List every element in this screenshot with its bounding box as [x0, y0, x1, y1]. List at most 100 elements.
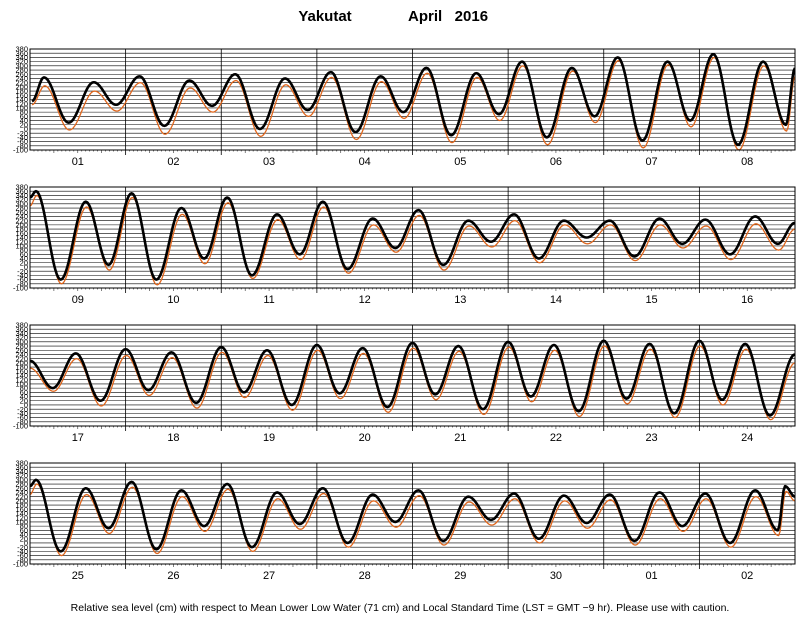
y-tick-label: 100	[15, 242, 28, 251]
y-tick-label: 340	[15, 191, 28, 200]
y-tick-label: 0	[24, 539, 28, 548]
y-tick-label: 220	[15, 354, 28, 363]
day-label: 26	[167, 570, 179, 582]
y-tick-label: 180	[15, 501, 28, 510]
y-tick-label: -40	[17, 133, 28, 142]
y-tick-label: 80	[20, 384, 28, 393]
y-tick-label: 220	[15, 492, 28, 501]
day-label: 21	[454, 432, 466, 444]
panel-frame	[29, 48, 796, 151]
y-tick-label: 280	[15, 342, 28, 351]
y-tick-label: 260	[15, 208, 28, 217]
y-tick-label: 140	[15, 95, 28, 104]
y-tick-label: 300	[15, 199, 28, 208]
y-tick-label: 180	[15, 225, 28, 234]
y-tick-label: 340	[15, 53, 28, 62]
day-label: 12	[359, 294, 371, 306]
y-tick-label: 240	[15, 488, 28, 497]
y-tick-label: 320	[15, 471, 28, 480]
y-tick-label: -80	[17, 555, 28, 564]
y-tick-label: 360	[15, 49, 28, 58]
y-tick-label: 240	[15, 212, 28, 221]
series-line-black	[30, 339, 795, 417]
y-tick-label: -80	[17, 279, 28, 288]
series-line-black	[30, 189, 795, 281]
y-tick-label: 200	[15, 358, 28, 367]
y-tick-label: 380	[15, 321, 28, 330]
y-tick-label: 120	[15, 99, 28, 108]
y-tick-label: 380	[15, 183, 28, 192]
y-tick-label: 260	[15, 346, 28, 355]
day-label: 01	[645, 570, 657, 582]
y-tick-label: 300	[15, 61, 28, 70]
y-tick-label: 180	[15, 87, 28, 96]
day-label: 23	[645, 432, 657, 444]
y-tick-label: -100	[13, 422, 28, 431]
series-line-black	[30, 478, 795, 553]
y-tick-label: 0	[24, 401, 28, 410]
y-tick-label: 60	[20, 112, 28, 121]
day-label: 29	[454, 570, 466, 582]
day-label: 11	[263, 294, 274, 306]
chart-title-station: Yakutat	[298, 8, 351, 25]
y-tick-label: 20	[20, 258, 28, 267]
y-tick-label: -20	[17, 543, 28, 552]
y-tick-label: -20	[17, 129, 28, 138]
y-tick-label: 80	[20, 246, 28, 255]
day-label: 18	[167, 432, 179, 444]
y-tick-label: 100	[15, 104, 28, 113]
y-tick-label: -60	[17, 275, 28, 284]
y-tick-label: 120	[15, 513, 28, 522]
y-tick-label: -40	[17, 547, 28, 556]
day-label: 01	[72, 156, 84, 168]
y-tick-label: 160	[15, 91, 28, 100]
y-tick-label: 240	[15, 350, 28, 359]
y-tick-label: 20	[20, 396, 28, 405]
y-tick-label: 380	[15, 459, 28, 468]
y-tick-label: 80	[20, 108, 28, 117]
y-tick-label: -80	[17, 417, 28, 426]
day-label: 19	[263, 432, 275, 444]
y-tick-label: 20	[20, 534, 28, 543]
chart-panels: 3803603403203002802602402202001801601401…	[13, 45, 796, 582]
y-tick-label: -40	[17, 271, 28, 280]
y-tick-label: 380	[15, 45, 28, 54]
chart-footnote: Relative sea level (cm) with respect to …	[71, 602, 730, 614]
y-tick-label: 140	[15, 371, 28, 380]
day-label: 16	[741, 294, 753, 306]
y-tick-label: 140	[15, 509, 28, 518]
panel-4: 3803603403203002802602402202001801601401…	[13, 459, 796, 582]
y-tick-label: 40	[20, 116, 28, 125]
day-label: 02	[167, 156, 179, 168]
series-line-orange	[31, 56, 795, 150]
day-label: 15	[645, 294, 657, 306]
day-label: 27	[263, 570, 275, 582]
day-label: 06	[550, 156, 562, 168]
y-tick-label: 60	[20, 250, 28, 259]
day-label: 08	[741, 156, 753, 168]
y-tick-label: 220	[15, 216, 28, 225]
day-label: 30	[550, 570, 562, 582]
panel-frame	[29, 462, 796, 565]
y-tick-label: 20	[20, 120, 28, 129]
y-tick-label: 300	[15, 475, 28, 484]
y-tick-label: 320	[15, 333, 28, 342]
y-tick-label: 360	[15, 325, 28, 334]
y-tick-label: -40	[17, 409, 28, 418]
day-label: 03	[263, 156, 275, 168]
y-tick-label: 180	[15, 363, 28, 372]
y-tick-label: 120	[15, 375, 28, 384]
y-tick-label: 120	[15, 237, 28, 246]
y-tick-label: 260	[15, 484, 28, 493]
y-tick-label: 300	[15, 337, 28, 346]
y-tick-label: 220	[15, 78, 28, 87]
y-tick-label: 160	[15, 229, 28, 238]
y-tick-label: -20	[17, 405, 28, 414]
day-label: 20	[359, 432, 371, 444]
y-tick-label: 80	[20, 522, 28, 531]
y-tick-label: -60	[17, 413, 28, 422]
y-tick-label: 140	[15, 233, 28, 242]
day-label: 05	[454, 156, 466, 168]
series-line-orange	[30, 483, 795, 557]
y-tick-label: 60	[20, 526, 28, 535]
